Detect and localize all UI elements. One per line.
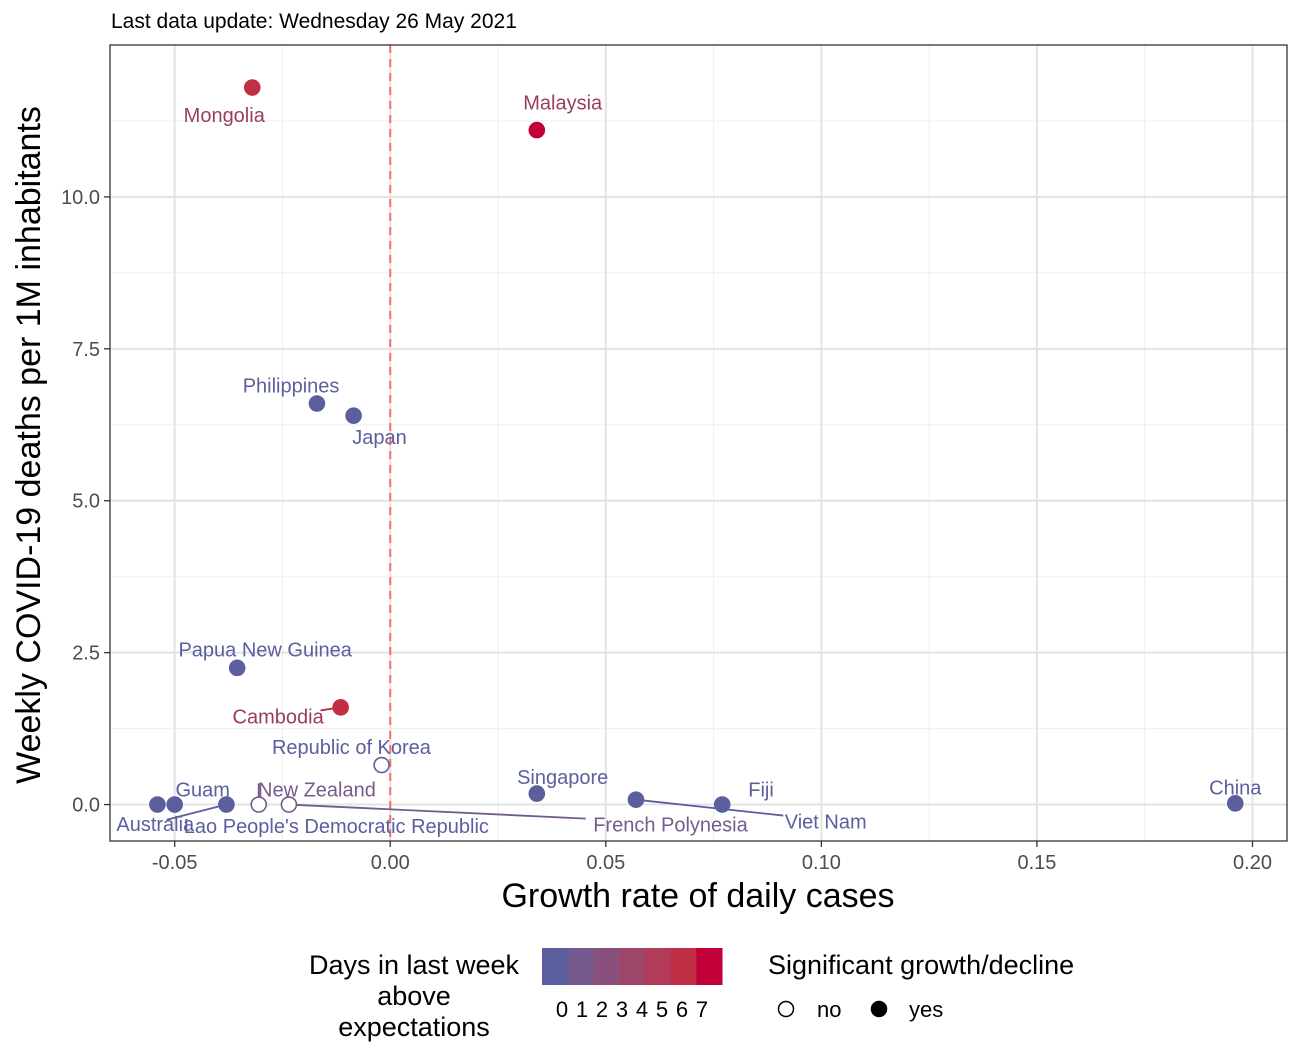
- legend-color-title: above: [377, 981, 451, 1011]
- point-label: Australia: [116, 814, 195, 836]
- y-axis: 0.0 2.5 5.0 7.5 10.0: [61, 187, 110, 817]
- plot-panel: [109, 44, 1288, 842]
- point-japan: [345, 407, 362, 424]
- point-label: Cambodia: [233, 706, 325, 728]
- x-axis: -0.05 0.00 0.05 0.10 0.15 0.20: [152, 841, 1272, 874]
- y-tick-label: 2.5: [72, 643, 100, 665]
- x-tick-label: 0.05: [586, 852, 625, 874]
- x-tick-label: 0.15: [1017, 852, 1056, 874]
- point-china: [1226, 795, 1244, 812]
- point-label: Singapore: [517, 767, 608, 789]
- point-viet-nam: [627, 791, 645, 808]
- legend-color-label: 7: [696, 997, 708, 1022]
- point-papua-new-guinea: [228, 659, 246, 677]
- point-singapore: [528, 785, 546, 802]
- legend-color-swatch: [696, 948, 723, 985]
- legend-color-swatch: [542, 948, 569, 985]
- point-label: Viet Nam: [785, 812, 867, 834]
- y-tick-label: 5.0: [72, 491, 100, 513]
- point-cambodia: [332, 699, 349, 716]
- data-points: [149, 79, 1244, 813]
- point-mongolia: [243, 79, 261, 96]
- legend-color-swatch: [644, 948, 672, 985]
- point-philippines: [308, 395, 326, 412]
- point-label: Malaysia: [523, 93, 603, 115]
- point-lao-people-s-democratic-republic: [218, 796, 235, 813]
- y-axis-title: Weekly COVID-19 deaths per 1M inhabitant…: [10, 106, 48, 784]
- point-malaysia: [528, 121, 546, 139]
- point-label: Mongolia: [184, 105, 266, 127]
- point-fiji: [713, 796, 731, 813]
- legend-color-title: expectations: [338, 1012, 490, 1042]
- point-label: New Zealand: [258, 779, 376, 801]
- legend-shape-key: [870, 1000, 888, 1018]
- legend-color-label: 1: [576, 997, 588, 1022]
- legend-color-title: Days in last week: [309, 950, 520, 980]
- point-guam: [166, 796, 183, 813]
- x-tick-label: -0.05: [152, 852, 198, 874]
- point-french-polynesia: [280, 796, 298, 813]
- x-tick-label: 0.00: [371, 852, 410, 874]
- leader-line: [166, 803, 227, 821]
- chart-subtitle: Last data update: Wednesday 26 May 2021: [111, 10, 517, 33]
- point-label: Papua New Guinea: [178, 640, 352, 662]
- legend-color-label: 5: [656, 997, 668, 1022]
- y-tick-label: 0.0: [72, 795, 100, 817]
- y-tick-label: 7.5: [72, 339, 100, 361]
- panel-border: [109, 44, 1288, 842]
- legend-color-label: 0: [556, 997, 568, 1022]
- leader-lines: [166, 706, 784, 821]
- leader-line: [288, 803, 586, 820]
- leader-line: [635, 798, 784, 817]
- legend-shape-title: Significant growth/decline: [768, 950, 1074, 980]
- panel-background: [110, 45, 1287, 841]
- legend-shape-key: [777, 1000, 795, 1018]
- legend-color-swatch: [567, 948, 594, 985]
- legend-color-swatch: [670, 948, 697, 985]
- legend-shape-label: no: [817, 997, 841, 1022]
- point-label: Lao People's Democratic Republic: [184, 816, 489, 838]
- legend-color-label: 6: [676, 997, 688, 1022]
- x-tick-label: 0.10: [802, 852, 841, 874]
- point-label: Republic of Korea: [272, 737, 432, 759]
- point-label: Fiji: [748, 779, 774, 801]
- x-tick-label: 0.20: [1233, 852, 1272, 874]
- point-label: French Polynesia: [593, 815, 748, 837]
- legend-color-label: 4: [636, 997, 648, 1022]
- point-australia: [149, 796, 166, 813]
- x-axis-title: Growth rate of daily cases: [501, 877, 894, 915]
- legend-color-swatch: [593, 948, 620, 985]
- point-new-zealand: [250, 796, 268, 813]
- point-label: Japan: [352, 427, 407, 449]
- point-label: China: [1209, 778, 1262, 800]
- point-label: Guam: [175, 779, 229, 801]
- legend-color-label: 2: [596, 997, 608, 1022]
- y-tick-label: 10.0: [61, 187, 100, 209]
- point-republic-of-korea: [373, 756, 390, 774]
- point-labels: Mongolia Malaysia Philippines Japan Papua Ne…: [116, 93, 1262, 838]
- legend-color-swatch: [619, 948, 646, 985]
- point-label: Philippines: [243, 375, 340, 397]
- legend-shape-label: yes: [909, 997, 943, 1022]
- legend-color-label: 3: [616, 997, 628, 1022]
